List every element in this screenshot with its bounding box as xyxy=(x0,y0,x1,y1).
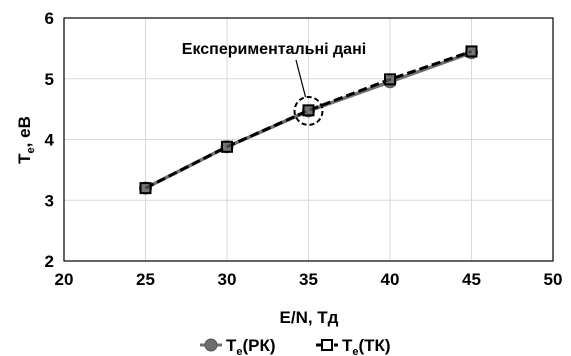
legend-marker xyxy=(321,339,333,351)
y-tick-label: 4 xyxy=(45,131,55,150)
annotation-leader-line xyxy=(295,59,307,98)
data-point xyxy=(302,104,315,117)
x-tick-labels: 20 25 30 35 40 45 50 xyxy=(55,270,563,289)
legend-entry-1: Te(РК) xyxy=(200,336,276,356)
x-tick-label: 30 xyxy=(218,270,237,289)
legend-entry-2: Te(ТК) xyxy=(316,336,391,356)
y-tick-labels: 2 3 4 5 6 xyxy=(45,9,55,271)
plot-area-frame xyxy=(63,17,554,262)
x-tick-label: 40 xyxy=(381,270,400,289)
y-tick-label: 2 xyxy=(45,252,54,271)
x-tick-label: 50 xyxy=(544,270,563,289)
data-point xyxy=(384,73,396,86)
annotation: Експериментальні дані xyxy=(182,41,366,126)
series-layer xyxy=(139,45,478,195)
data-point xyxy=(465,45,478,58)
x-tick-label: 45 xyxy=(462,270,481,289)
data-point xyxy=(139,182,152,195)
annotation-highlight-circle xyxy=(293,95,324,126)
annotation-text: Експериментальні дані xyxy=(182,41,366,58)
y-axis-title: Te, еВ xyxy=(15,116,37,164)
legend-label: Te(ТК) xyxy=(342,336,391,356)
x-axis-title: E/N, Тд xyxy=(280,308,339,327)
y-tick-label: 5 xyxy=(45,70,54,89)
x-tick-label: 35 xyxy=(299,270,318,289)
y-tick-label: 6 xyxy=(45,9,54,28)
legend-label: Te(РК) xyxy=(226,336,276,356)
legend: Te(РК) Te(ТК) xyxy=(200,336,391,356)
x-tick-label: 25 xyxy=(136,270,155,289)
series-2 xyxy=(139,45,478,195)
x-tick-label: 20 xyxy=(55,270,74,289)
series-line xyxy=(144,49,472,190)
y-tick-label: 3 xyxy=(45,191,54,210)
data-point xyxy=(221,140,233,153)
legend-marker xyxy=(204,338,218,352)
